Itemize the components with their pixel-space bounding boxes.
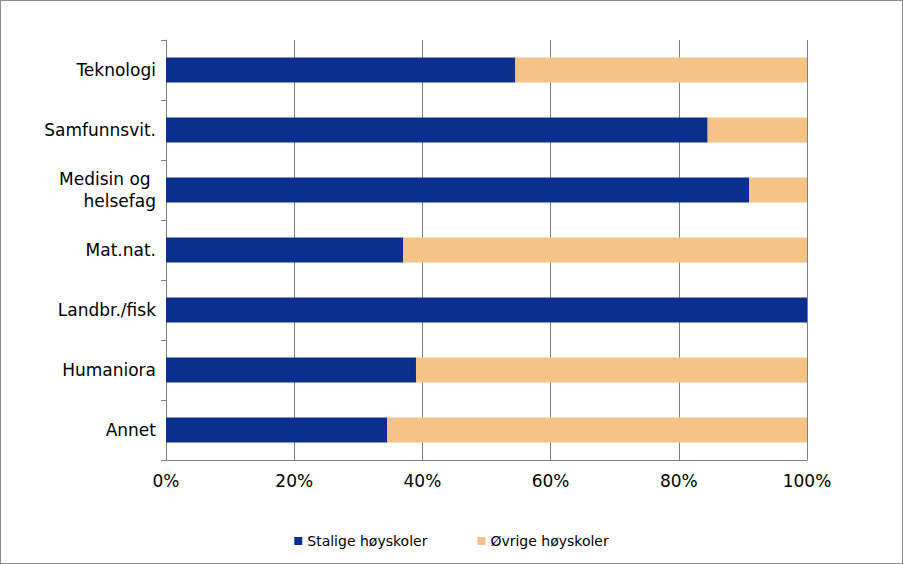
svg-text:Teknologi: Teknologi	[75, 60, 156, 80]
svg-text:Annet: Annet	[106, 420, 157, 440]
svg-text:helsefag: helsefag	[84, 191, 156, 211]
svg-text:0%: 0%	[153, 471, 180, 491]
svg-text:Medisin og: Medisin og	[59, 169, 156, 189]
svg-text:100%: 100%	[783, 471, 832, 491]
svg-text:Landbr./fisk: Landbr./fisk	[58, 300, 156, 320]
svg-text:Øvrige høyskoler: Øvrige høyskoler	[490, 533, 609, 549]
svg-text:Samfunnsvit.: Samfunnsvit.	[44, 120, 156, 140]
svg-text:80%: 80%	[660, 471, 698, 491]
svg-text:Mat.nat.: Mat.nat.	[86, 240, 156, 260]
svg-text:40%: 40%	[404, 471, 442, 491]
svg-text:60%: 60%	[532, 471, 570, 491]
svg-text:20%: 20%	[275, 471, 313, 491]
svg-text:Stalige høyskoler: Stalige høyskoler	[307, 533, 427, 549]
svg-text:Humaniora: Humaniora	[62, 360, 156, 380]
